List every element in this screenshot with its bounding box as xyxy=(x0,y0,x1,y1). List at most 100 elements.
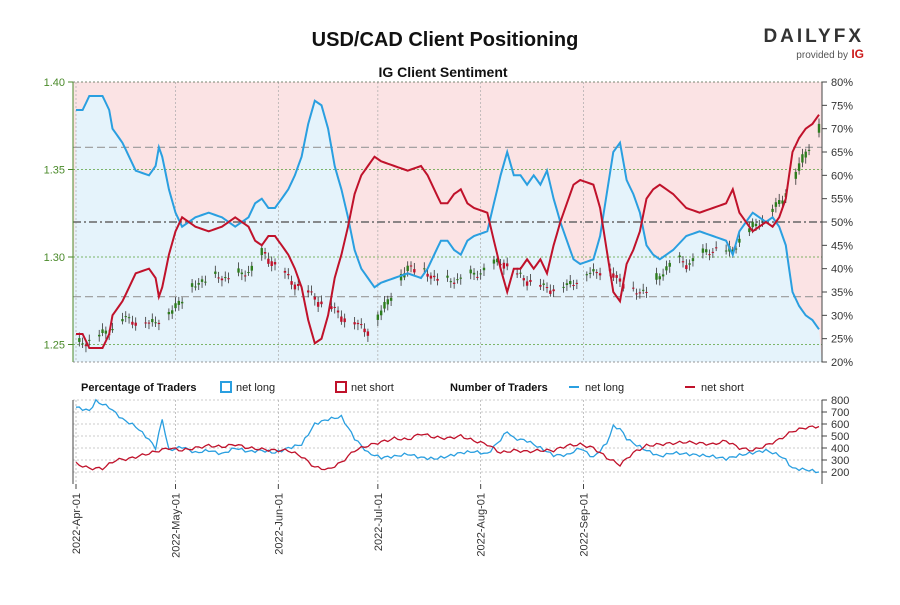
candle-body xyxy=(502,262,506,269)
candle-body xyxy=(708,254,711,256)
candle-body xyxy=(250,265,253,271)
candle-body xyxy=(658,276,661,280)
candle-body xyxy=(506,263,509,267)
candle-body xyxy=(801,154,804,163)
right-tick-label: 25% xyxy=(831,334,853,346)
candle-body xyxy=(545,287,549,289)
candle-body xyxy=(220,278,224,281)
lower-tick-label: 300 xyxy=(831,455,849,467)
candle-body xyxy=(429,275,433,279)
candle-body xyxy=(336,310,340,313)
candle-body xyxy=(190,283,194,287)
candle-body xyxy=(595,272,598,274)
legend-pct-long-label: net long xyxy=(236,382,275,394)
lower-tick-label: 700 xyxy=(831,407,849,419)
candle-body xyxy=(688,263,691,265)
candle-body xyxy=(748,228,751,233)
candle-body xyxy=(200,279,204,282)
candle-body xyxy=(240,272,244,275)
candle-body xyxy=(804,151,807,158)
right-tick-label: 45% xyxy=(831,240,853,252)
candle-body xyxy=(552,289,555,292)
candle-body xyxy=(655,273,658,280)
candle-body xyxy=(131,321,134,325)
candle-body xyxy=(691,258,695,262)
candle-body xyxy=(456,279,459,281)
candle-body xyxy=(383,301,386,309)
candle-body xyxy=(635,293,638,295)
candle-body xyxy=(436,278,439,281)
candle-body xyxy=(167,311,171,315)
candle-body xyxy=(263,252,267,254)
candle-body xyxy=(588,272,592,274)
candle-body xyxy=(711,251,715,253)
candle-body xyxy=(751,221,754,228)
left-tick-label: 1.40 xyxy=(44,77,65,89)
logo-ig: IG xyxy=(851,47,864,61)
dailyfx-logo: DAILYFX provided by IG xyxy=(763,26,864,61)
candle-body xyxy=(585,274,589,276)
candle-body xyxy=(685,265,688,270)
candle-body xyxy=(306,290,310,293)
candle-body xyxy=(343,318,346,323)
candle-body xyxy=(615,275,618,278)
x-tick-label: 2022-May-01 xyxy=(171,493,183,558)
candle-body xyxy=(539,284,542,287)
candle-body xyxy=(472,272,476,275)
lower-tick-label: 800 xyxy=(831,395,849,407)
candle-body xyxy=(366,331,370,336)
candle-body xyxy=(151,319,154,323)
candle-body xyxy=(681,261,685,263)
candle-body xyxy=(482,267,486,271)
lower-tick-label: 400 xyxy=(831,443,849,455)
candle-body xyxy=(542,283,545,285)
right-tick-label: 60% xyxy=(831,170,853,182)
candle-body xyxy=(273,262,277,265)
candle-body xyxy=(283,270,287,273)
candle-body xyxy=(734,248,738,250)
x-tick-label: 2022-Apr-01 xyxy=(71,493,83,554)
legend-pct-short-swatch xyxy=(335,381,347,393)
right-tick-label: 20% xyxy=(831,357,853,369)
candle-body xyxy=(247,272,250,274)
candle-body xyxy=(98,334,101,337)
right-tick-label: 80% xyxy=(831,77,853,89)
candle-body xyxy=(293,284,297,290)
candle-body xyxy=(598,273,602,276)
candle-body xyxy=(479,273,482,275)
candle-body xyxy=(569,281,572,285)
candle-body xyxy=(565,283,569,285)
candle-body xyxy=(174,303,177,309)
candle-body xyxy=(797,163,801,171)
candle-body xyxy=(426,273,429,277)
candle-body xyxy=(771,208,774,212)
candle-body xyxy=(104,330,108,334)
candle-body xyxy=(575,282,579,284)
candle-body xyxy=(197,282,200,285)
candle-body xyxy=(360,324,363,326)
candle-body xyxy=(376,314,380,320)
right-tick-label: 55% xyxy=(831,194,853,206)
candle-body xyxy=(313,296,317,300)
left-tick-label: 1.35 xyxy=(44,165,65,177)
candle-body xyxy=(333,306,336,308)
candle-body xyxy=(754,223,758,226)
legend-num-long-label: net long xyxy=(585,382,624,394)
candle-body xyxy=(154,322,157,324)
legend-num-heading: Number of Traders xyxy=(450,382,548,394)
candle-body xyxy=(227,278,230,280)
candle-body xyxy=(180,301,184,304)
candle-body xyxy=(217,277,220,279)
candle-body xyxy=(618,278,622,282)
candle-body xyxy=(638,292,642,294)
candle-body xyxy=(363,328,366,333)
candle-body xyxy=(632,287,635,289)
lower-tick-label: 500 xyxy=(831,431,849,443)
candle-body xyxy=(413,269,416,273)
candle-body xyxy=(807,149,811,151)
candle-body xyxy=(522,278,525,281)
candle-body xyxy=(572,285,575,287)
candle-body xyxy=(519,272,522,274)
